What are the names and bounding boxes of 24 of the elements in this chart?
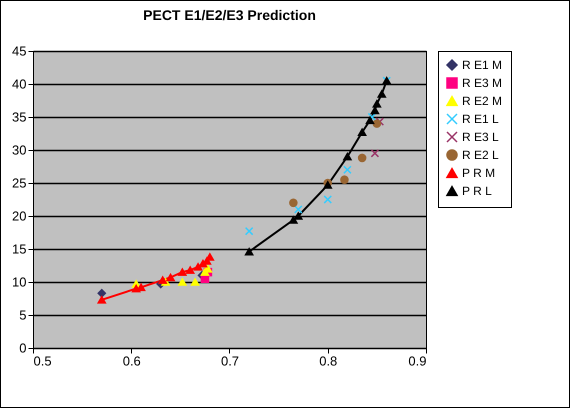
y-tick-label: 5 — [19, 308, 26, 322]
legend-label: R E2 L — [462, 148, 500, 162]
y-tick-label: 25 — [12, 176, 26, 190]
legend-label: R E3 M — [462, 76, 502, 90]
y-tick-label: 0 — [19, 340, 26, 356]
x-tick-label: 0.8 — [319, 354, 338, 368]
y-tick-label: 10 — [12, 274, 26, 290]
y-tick-label: 45 — [12, 44, 26, 58]
y-tick-label: 30 — [12, 142, 26, 158]
x-tick-label: 0.9 — [408, 354, 426, 368]
legend-label: R E1 M — [462, 58, 502, 72]
legend-label: R E3 L — [462, 130, 500, 144]
legend-label: P R M — [462, 166, 496, 180]
y-tick-label: 35 — [12, 110, 26, 124]
legend-label: P R L — [462, 184, 492, 198]
x-tick-label: 0.6 — [122, 354, 141, 368]
legend-label: R E2 M — [462, 94, 502, 108]
y-tick-label: 20 — [12, 208, 26, 224]
y-tick-label: 15 — [12, 242, 26, 256]
chart-title: PECT E1/E2/E3 Prediction — [143, 7, 316, 23]
x-tick-label: 0.5 — [34, 354, 52, 368]
x-tick-label: 0.7 — [220, 354, 240, 368]
y-tick-label: 40 — [12, 76, 26, 92]
legend-label: R E1 L — [462, 112, 500, 126]
